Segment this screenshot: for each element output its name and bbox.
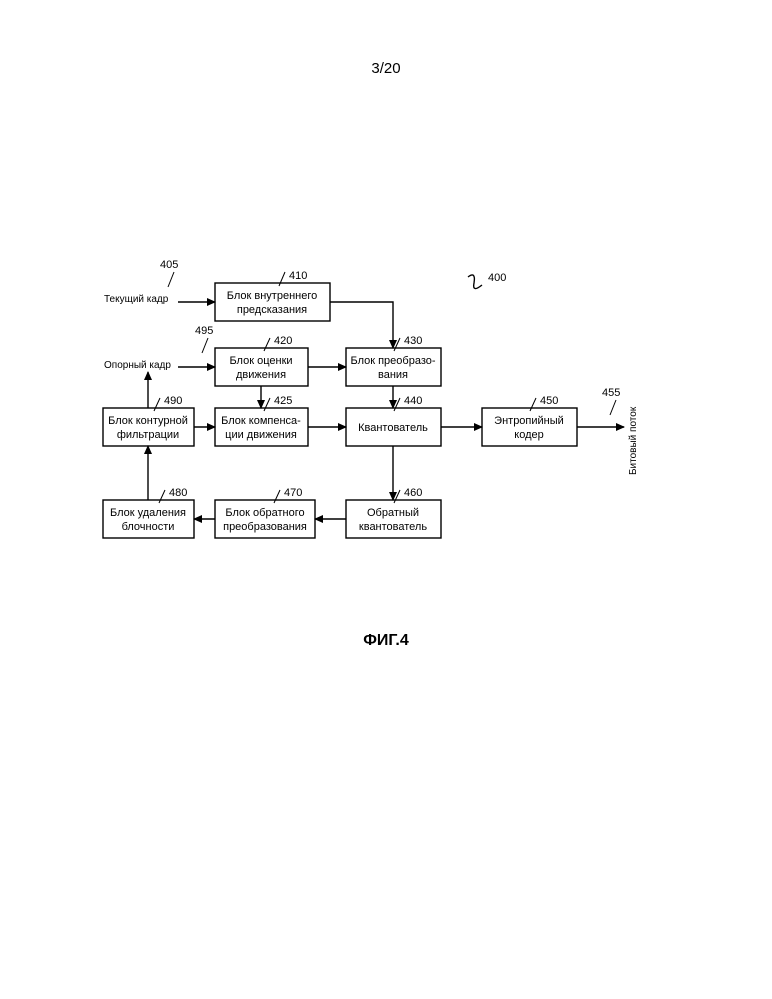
node-450-l1: Энтропийный [494, 415, 564, 427]
diagram-svg: 405 Текущий кадр 495 Опорный кадр 400 45… [0, 0, 772, 999]
num-450: 450 [540, 395, 558, 407]
node-480-l2: блочности [122, 521, 175, 533]
tick-455 [610, 400, 616, 415]
node-420-l2: движения [236, 369, 286, 381]
node-460-l1: Обратный [367, 507, 419, 519]
sig-400 [468, 275, 482, 289]
num-400: 400 [488, 272, 506, 284]
node-480-l1: Блок удаления [110, 507, 186, 519]
node-490-l1: Блок контурной [108, 415, 188, 427]
node-420-l1: Блок оценки [229, 355, 292, 367]
node-425-l1: Блок компенса- [221, 415, 301, 427]
node-450-l2: кодер [514, 429, 543, 441]
label-reference-frame: Опорный кадр [104, 360, 171, 371]
node-410-l1: Блок внутреннего [227, 290, 317, 302]
num-440: 440 [404, 395, 422, 407]
num-480: 480 [169, 487, 187, 499]
num-460: 460 [404, 487, 422, 499]
num-420: 420 [274, 335, 292, 347]
num-410: 410 [289, 270, 307, 282]
node-470-l1: Блок обратного [225, 507, 304, 519]
label-current-frame: Текущий кадр [104, 294, 169, 305]
node-430-l2: вания [378, 369, 408, 381]
node-490-l2: фильтрации [117, 429, 179, 441]
node-425-l2: ции движения [225, 429, 297, 441]
node-460-l2: квантователь [359, 521, 427, 533]
label-bitstream: Битовый поток [628, 406, 639, 475]
node-440-l1: Квантователь [358, 422, 428, 434]
num-425: 425 [274, 395, 292, 407]
num-405: 405 [160, 259, 178, 271]
num-455: 455 [602, 387, 620, 399]
node-470-l2: преобразования [223, 521, 307, 533]
num-470: 470 [284, 487, 302, 499]
tick-495 [202, 338, 208, 353]
page: 3/20 ФИГ.4 405 Текущий кадр 495 Опорный … [0, 0, 772, 999]
edge-410-430 [330, 302, 393, 348]
num-430: 430 [404, 335, 422, 347]
num-495: 495 [195, 325, 213, 337]
tick-405 [168, 272, 174, 287]
node-430-l1: Блок преобразо- [350, 355, 435, 367]
node-410-l2: предсказания [237, 304, 307, 316]
num-490: 490 [164, 395, 182, 407]
